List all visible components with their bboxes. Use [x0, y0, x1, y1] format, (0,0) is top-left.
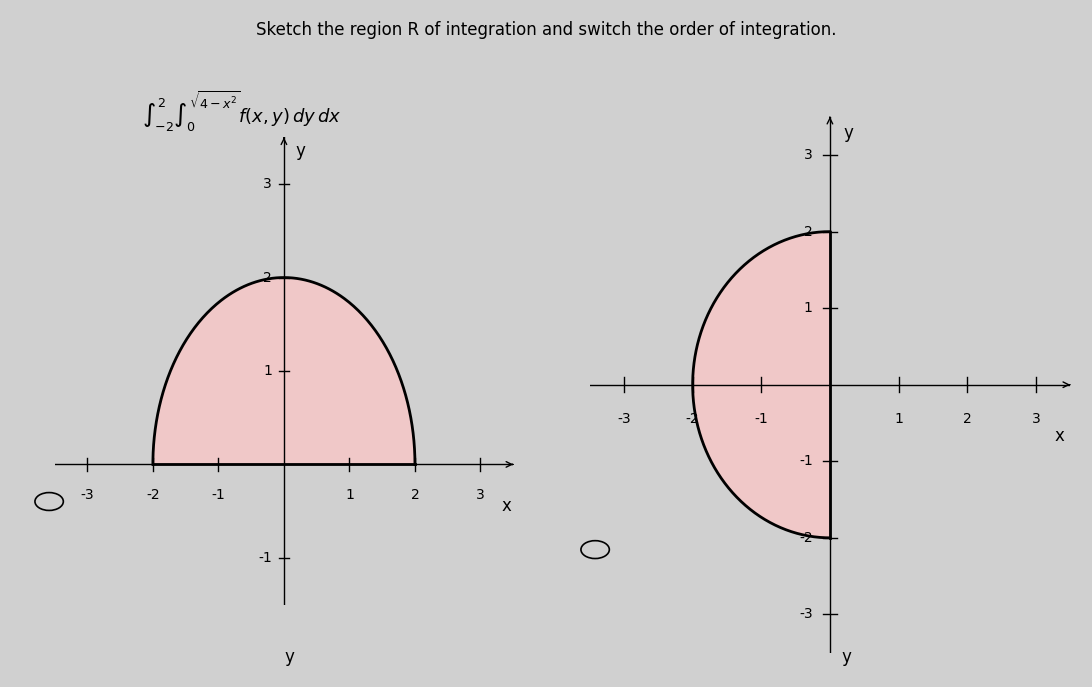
- Polygon shape: [153, 278, 415, 464]
- Text: y: y: [284, 649, 295, 666]
- Text: -2: -2: [146, 488, 159, 502]
- Text: $\int_{-2}^{2}\int_{0}^{\sqrt{4-x^2}} f(x, y)\, dy\, dx$: $\int_{-2}^{2}\int_{0}^{\sqrt{4-x^2}} f(…: [142, 89, 341, 134]
- Text: -2: -2: [686, 412, 700, 425]
- Text: y: y: [841, 649, 852, 666]
- Text: x: x: [501, 497, 512, 515]
- Text: 3: 3: [476, 488, 485, 502]
- Polygon shape: [692, 232, 830, 538]
- Text: 2: 2: [411, 488, 419, 502]
- Text: -2: -2: [799, 531, 812, 545]
- Text: x: x: [1055, 427, 1065, 444]
- Text: -1: -1: [799, 454, 812, 469]
- Text: -3: -3: [799, 607, 812, 621]
- Text: 1: 1: [263, 364, 272, 378]
- Text: 2: 2: [804, 225, 812, 238]
- Text: 3: 3: [804, 148, 812, 162]
- Text: Sketch the region R of integration and switch the order of integration.: Sketch the region R of integration and s…: [256, 21, 836, 38]
- Text: 2: 2: [263, 271, 272, 284]
- Text: y: y: [844, 124, 854, 142]
- Text: 3: 3: [263, 177, 272, 191]
- Text: y: y: [296, 142, 306, 160]
- Text: 1: 1: [804, 301, 812, 315]
- Text: -1: -1: [212, 488, 225, 502]
- Text: 2: 2: [963, 412, 972, 425]
- Text: 1: 1: [345, 488, 354, 502]
- Text: 1: 1: [894, 412, 903, 425]
- Text: -3: -3: [617, 412, 631, 425]
- Text: -3: -3: [81, 488, 94, 502]
- Text: -1: -1: [755, 412, 768, 425]
- Text: -1: -1: [259, 551, 272, 565]
- Text: 3: 3: [1032, 412, 1041, 425]
